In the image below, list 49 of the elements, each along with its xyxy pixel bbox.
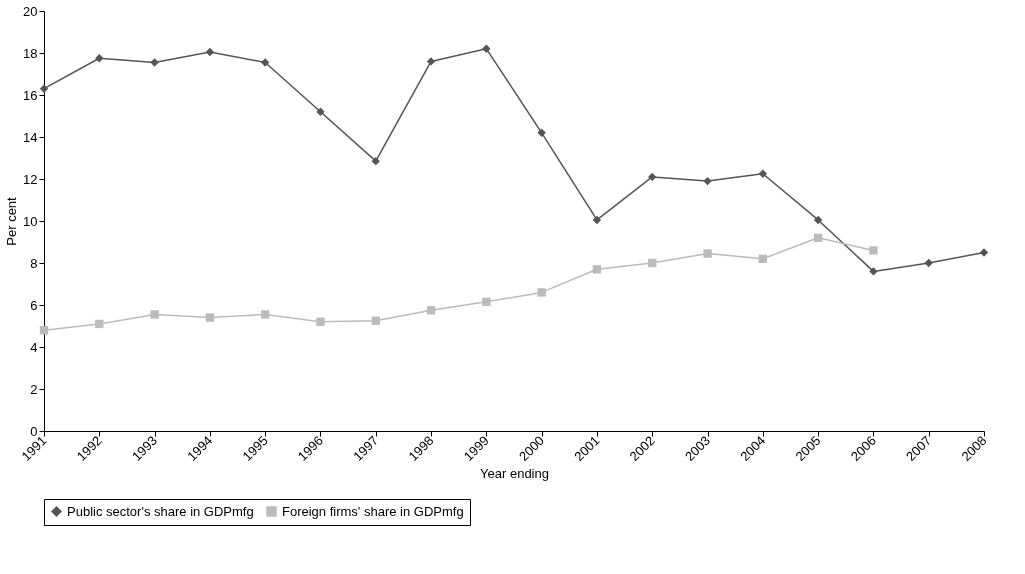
point (260, 58, 270, 67)
point (703, 249, 712, 258)
point (316, 107, 325, 116)
point (758, 169, 768, 178)
point (537, 128, 546, 137)
y-tick-label: 20 (23, 3, 38, 19)
point (592, 265, 602, 274)
x-axis-title: Year ending (480, 465, 549, 481)
point (260, 310, 270, 319)
point (813, 215, 823, 225)
point (371, 156, 380, 166)
point (979, 248, 989, 257)
y-tick-label: 12 (23, 171, 38, 187)
y-tick-label: 2 (30, 381, 38, 397)
y-tick-label: 14 (23, 129, 38, 145)
point (39, 326, 49, 335)
point (537, 288, 546, 297)
point (813, 233, 823, 242)
point (426, 57, 436, 66)
y-tick-label: 10 (23, 213, 38, 229)
y-tick-label: 0 (30, 423, 38, 439)
y-axis-title: Per cent (4, 196, 20, 246)
legend-label: Foreign firms' share in GDPmfg (282, 503, 464, 519)
y-tick-label: 4 (30, 339, 38, 355)
point (205, 313, 215, 322)
point (703, 176, 712, 186)
point (482, 44, 491, 53)
point (95, 54, 104, 63)
point (648, 258, 657, 268)
point (869, 267, 878, 276)
point (648, 172, 657, 182)
point (95, 319, 104, 329)
point (869, 246, 878, 255)
point (39, 84, 49, 93)
point (150, 58, 159, 67)
y-tick-label: 18 (23, 45, 38, 61)
y-tick-label: 16 (23, 87, 38, 103)
point (205, 47, 215, 57)
point (371, 316, 380, 325)
point (426, 306, 436, 315)
point (150, 310, 159, 319)
point (316, 317, 325, 326)
y-tick-label: 6 (30, 297, 38, 313)
point (758, 254, 768, 263)
y-tick-label: 8 (30, 255, 38, 271)
point (592, 215, 602, 225)
point (924, 258, 933, 268)
legend-label: Public sector's share in GDPmfg (67, 503, 254, 519)
point (482, 297, 491, 307)
